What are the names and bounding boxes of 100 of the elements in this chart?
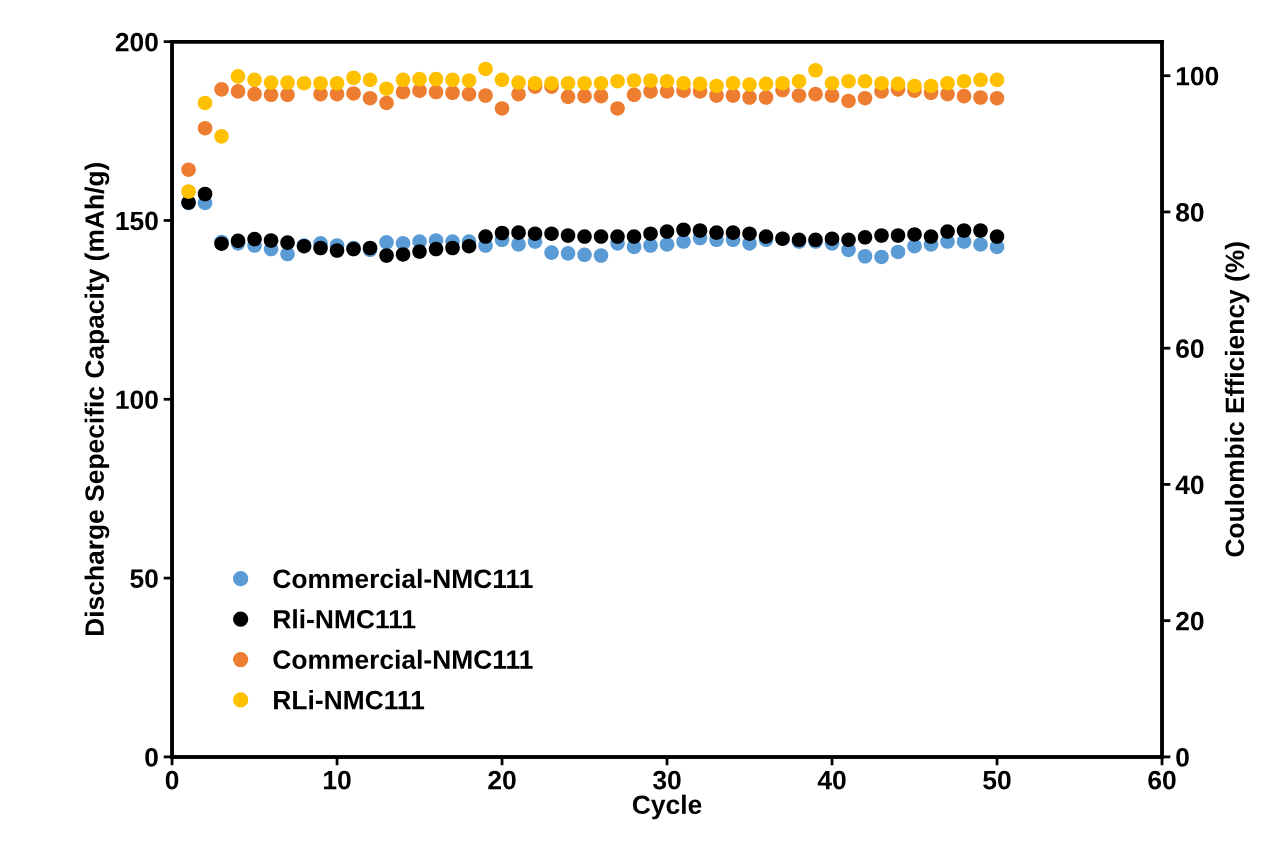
point: [296, 75, 312, 91]
point: [560, 246, 576, 261]
point: [280, 235, 295, 250]
point: [478, 229, 493, 244]
point: [445, 72, 460, 88]
point: [313, 75, 328, 91]
point: [857, 73, 873, 89]
point: [445, 240, 460, 256]
point: [263, 233, 279, 248]
point: [593, 75, 609, 91]
point: [593, 229, 609, 244]
point: [214, 129, 229, 144]
point: [874, 228, 889, 243]
point: [808, 62, 823, 78]
point: [379, 81, 394, 96]
point: [610, 101, 625, 116]
x-tick-label: 50: [983, 770, 1011, 790]
point: [577, 247, 592, 263]
point: [445, 85, 460, 101]
point: [890, 228, 906, 243]
y-tick-label: 150: [116, 211, 158, 231]
y-tick-label: 200: [115, 32, 158, 52]
point: [973, 90, 988, 105]
y2-axis-title: Coulombic Efficiency (%): [1224, 242, 1250, 557]
point: [379, 235, 394, 250]
point: [775, 75, 790, 91]
point: [181, 162, 196, 178]
point: [593, 248, 609, 263]
point: [676, 222, 691, 238]
point: [412, 244, 427, 259]
point: [428, 84, 444, 100]
point: [511, 75, 526, 90]
point: [659, 237, 675, 252]
point: [544, 226, 559, 241]
point: [857, 230, 873, 245]
point: [791, 88, 807, 103]
x-tick-label: 0: [165, 770, 179, 790]
point: [643, 226, 658, 241]
point: [841, 232, 856, 248]
point: [742, 77, 757, 92]
point: [395, 72, 411, 88]
point: [280, 87, 295, 103]
x-axis-title: Cycle: [632, 794, 702, 820]
point: [742, 90, 757, 105]
y2-tick-label: 20: [1176, 611, 1204, 631]
point: [544, 245, 559, 260]
point: [577, 229, 592, 244]
point: [758, 76, 774, 92]
point: [890, 244, 906, 260]
point: [841, 73, 856, 89]
y-tick-label: 0: [145, 748, 158, 767]
point: [923, 229, 939, 244]
x-tick-label: 20: [488, 770, 516, 790]
x-tick-label: 40: [817, 770, 846, 790]
point: [478, 61, 493, 77]
point: [626, 87, 642, 103]
point: [577, 88, 592, 104]
y2-tick-label: 80: [1176, 203, 1204, 222]
point: [857, 248, 873, 264]
point: [280, 75, 295, 90]
point: [362, 72, 378, 88]
point: [329, 75, 345, 91]
point: [808, 86, 823, 102]
point: [907, 227, 922, 242]
point: [428, 241, 444, 257]
point: [940, 75, 955, 91]
point: [676, 75, 691, 91]
point: [230, 69, 246, 84]
point: [973, 237, 988, 252]
y-tick-label: 100: [116, 390, 158, 410]
point: [610, 229, 625, 244]
point: [758, 90, 774, 105]
point: [956, 223, 972, 238]
point: [197, 186, 213, 202]
point: [247, 86, 262, 102]
point: [379, 95, 394, 111]
point: [560, 75, 576, 91]
point: [461, 86, 477, 102]
point: [956, 88, 972, 104]
point: [527, 75, 543, 91]
point: [313, 240, 328, 256]
point: [247, 72, 262, 88]
y2-tick-label: 40: [1175, 475, 1204, 495]
point: [725, 88, 741, 103]
point: [544, 75, 559, 91]
x-tick-label: 60: [1148, 770, 1176, 790]
point: [197, 95, 213, 111]
point: [857, 90, 873, 106]
point: [346, 70, 361, 86]
point: [461, 73, 477, 88]
point: [263, 75, 279, 90]
legend-label: Rli-NMC111: [274, 609, 416, 629]
point: [874, 249, 889, 265]
point: [362, 90, 378, 106]
y-axis-title: Discharge Sepecific Capacity (mAh/g): [84, 163, 110, 636]
point: [527, 226, 543, 241]
point: [494, 101, 510, 116]
point: [329, 243, 345, 258]
point: [560, 89, 576, 105]
point: [989, 90, 1005, 106]
